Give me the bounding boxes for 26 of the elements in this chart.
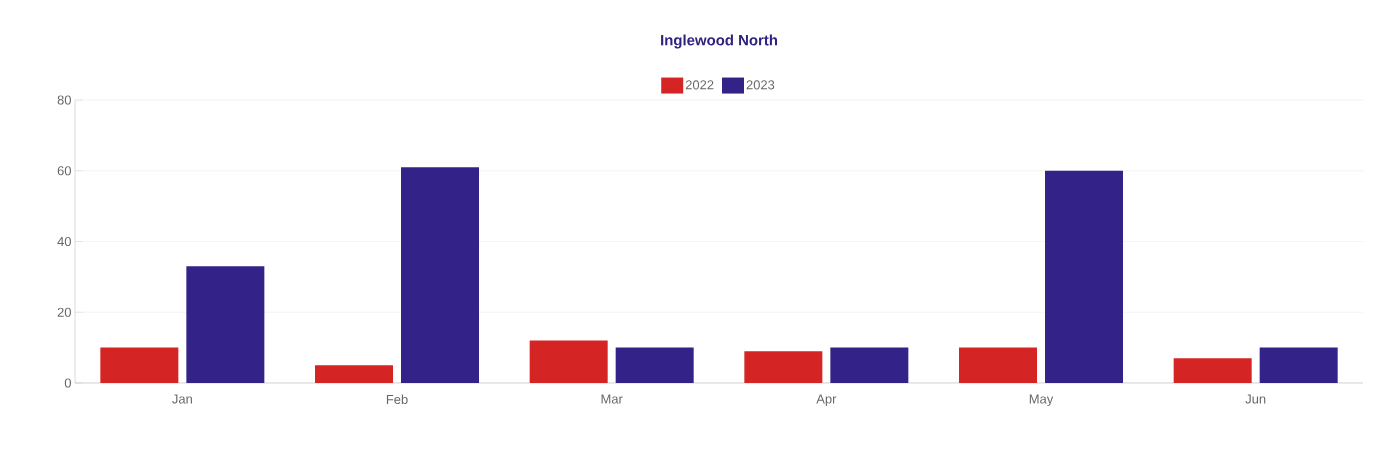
x-tick-label: Jan [172,394,192,404]
legend-label: 2023 [746,80,775,90]
bar [830,347,909,383]
bar [1045,170,1124,383]
x-tick-label: Jun [1245,394,1266,404]
y-tick-label: 20 [57,307,71,317]
y-tick-label: 40 [57,236,71,247]
legend-label: 2022 [685,80,714,90]
bar [959,347,1038,383]
bar [615,347,694,383]
bar [1259,347,1338,383]
bar [100,347,179,383]
y-tick-label: 80 [57,95,71,105]
x-tick-label: Apr [816,394,837,407]
x-tick-label: May [1029,394,1054,407]
bar [401,167,480,383]
bar [744,351,823,383]
chart-title: Inglewood North [661,34,778,49]
bar [1173,358,1252,383]
y-tick-label: 0 [64,378,71,388]
bar [529,340,608,383]
x-tick-label: Mar [601,394,623,404]
x-tick-label: Feb [386,394,408,405]
bar [315,365,394,383]
y-tick-label: 60 [57,166,71,176]
bar [186,266,265,383]
